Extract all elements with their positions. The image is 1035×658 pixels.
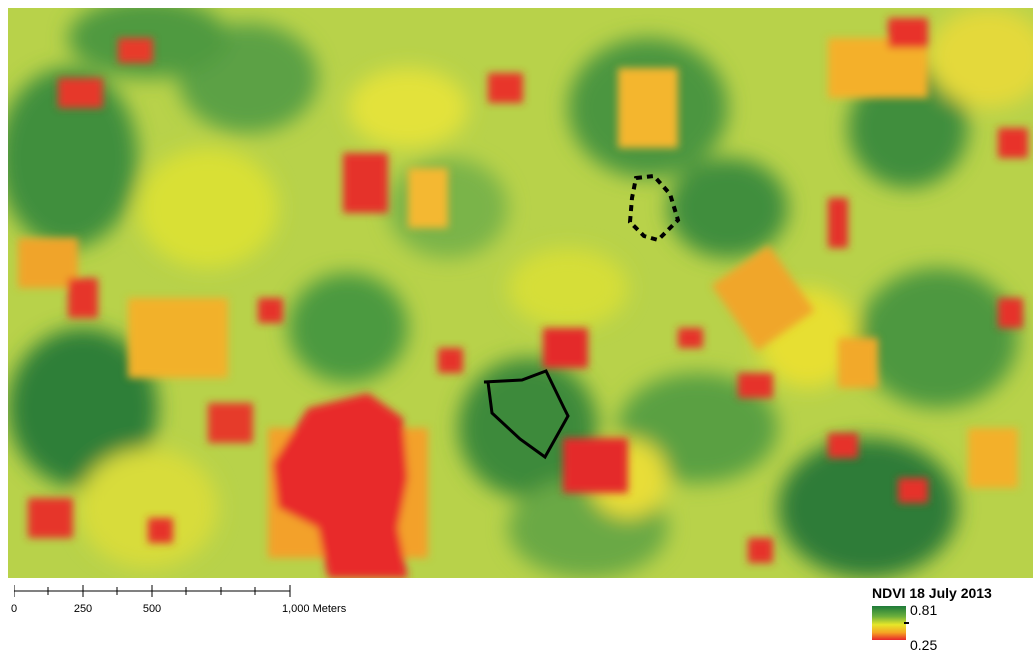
scale-label-0: 0: [10, 603, 18, 615]
scale-label-500: 500: [142, 603, 162, 615]
ndvi-raster: [8, 8, 1033, 578]
ndvi-map: [8, 8, 1033, 578]
scale-label-250: 250: [73, 603, 93, 615]
low-ndvi-patches: [18, 18, 1028, 578]
field-outline-dashed: [627, 173, 681, 243]
field-outline-solid: [483, 369, 570, 460]
legend-tick: [904, 622, 909, 624]
scale-label-1000: 1,000 Meters: [282, 603, 347, 615]
legend-max-label: 0.81: [910, 602, 938, 618]
legend-color-ramp: [872, 606, 906, 640]
legend-title: NDVI 18 July 2013: [872, 585, 992, 601]
scale-bar: 0 250 500 1,000 Meters: [10, 584, 347, 624]
vegetation-zones: [8, 8, 1033, 578]
legend-min-label: 0.25: [910, 637, 938, 653]
scale-bar-graphic: [14, 585, 291, 597]
legend: NDVI 18 July 2013 0.81 0.25: [872, 585, 1035, 657]
